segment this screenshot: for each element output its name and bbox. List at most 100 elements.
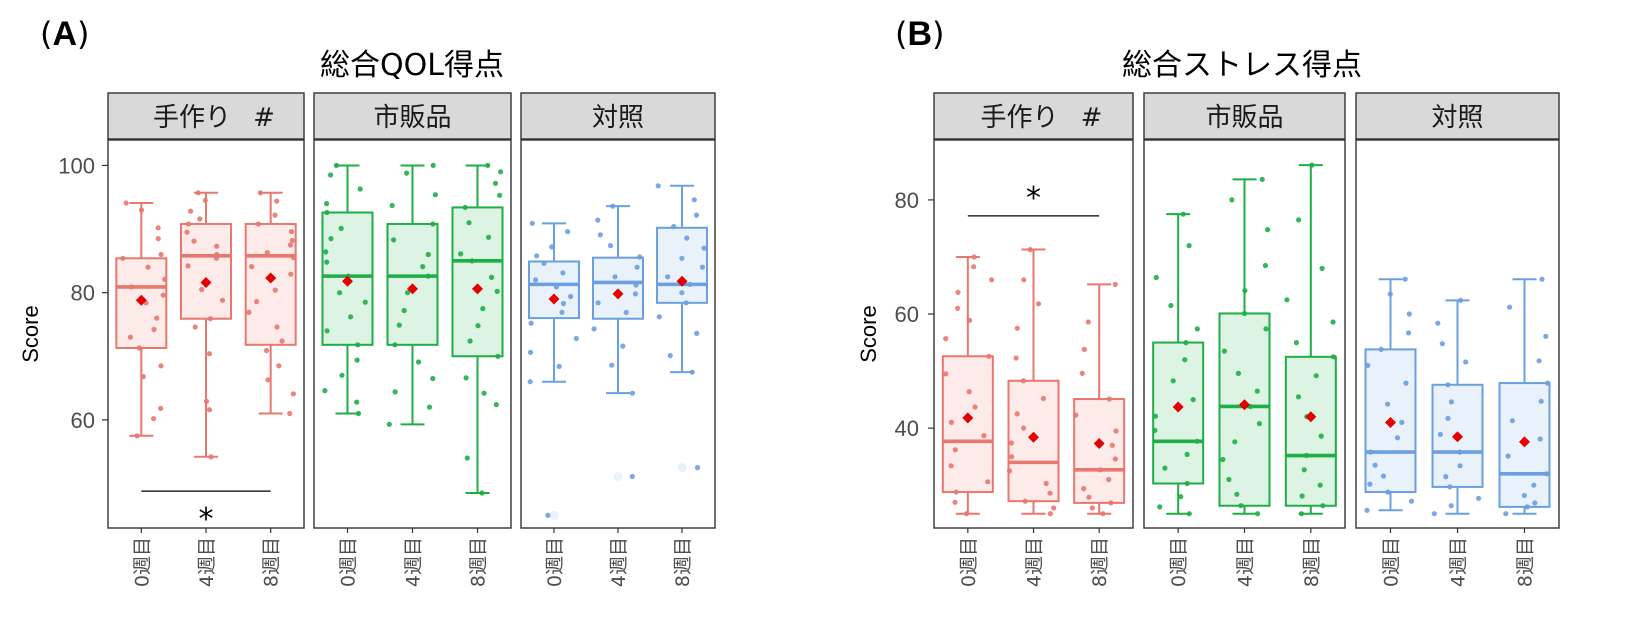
data-point bbox=[357, 186, 363, 192]
chart-title: 総合ストレス得点 bbox=[1122, 48, 1362, 83]
data-point bbox=[1368, 449, 1374, 455]
data-point bbox=[689, 369, 695, 375]
data-point bbox=[458, 251, 464, 257]
data-point bbox=[1521, 492, 1527, 499]
data-point bbox=[1170, 378, 1176, 384]
significance-star: * bbox=[1026, 181, 1041, 216]
box-outlier bbox=[613, 471, 623, 481]
data-point bbox=[1255, 511, 1261, 517]
facet-label: 市販品 bbox=[1205, 103, 1283, 133]
data-point bbox=[184, 229, 190, 235]
mean-marker bbox=[1305, 411, 1317, 423]
data-point bbox=[1406, 330, 1412, 336]
x-tick-label: 8週目 bbox=[672, 537, 694, 587]
data-point bbox=[529, 220, 535, 226]
data-point bbox=[432, 192, 438, 198]
data-point bbox=[254, 299, 260, 305]
facet-label: 手作り bbox=[980, 103, 1058, 133]
y-tick-label: 80 bbox=[895, 188, 919, 213]
data-point bbox=[952, 499, 958, 505]
data-point bbox=[1539, 276, 1545, 282]
box-1 bbox=[180, 191, 232, 458]
data-point bbox=[1259, 176, 1265, 182]
chart-b: (B) 総合ストレス得点 Score 40 60 80 手作り #0週目 4週目 8週目 * 市販品 0… bbox=[856, 15, 1560, 587]
data-point bbox=[288, 271, 294, 277]
data-point bbox=[151, 326, 157, 333]
data-point bbox=[1079, 370, 1085, 376]
data-point bbox=[1153, 274, 1159, 281]
x-tick-label: 4週目 bbox=[196, 537, 218, 587]
data-point bbox=[324, 209, 330, 216]
data-point bbox=[145, 264, 151, 270]
data-point bbox=[1106, 476, 1112, 483]
data-point bbox=[1402, 276, 1408, 282]
data-point bbox=[1256, 421, 1262, 427]
data-point bbox=[214, 251, 220, 258]
data-point bbox=[497, 192, 503, 198]
box-iqr bbox=[451, 206, 504, 358]
x-tick-label: 8週目 bbox=[261, 537, 283, 587]
data-point bbox=[612, 274, 618, 280]
data-point bbox=[1086, 494, 1092, 500]
data-point bbox=[1537, 436, 1543, 442]
box-2 bbox=[656, 184, 709, 473]
data-point bbox=[425, 273, 431, 279]
data-point bbox=[683, 300, 689, 306]
facet-0: 手作り #0週目 4週目 8週目 * bbox=[107, 92, 305, 587]
data-point bbox=[655, 183, 661, 189]
data-point bbox=[1157, 504, 1163, 510]
data-point bbox=[1303, 452, 1310, 459]
data-point bbox=[272, 212, 278, 218]
facet-mark: # bbox=[253, 103, 275, 133]
data-point bbox=[1097, 467, 1103, 473]
box-0 bbox=[115, 201, 168, 437]
data-point bbox=[1463, 359, 1469, 365]
data-point bbox=[1254, 388, 1260, 394]
y-tick-label: 60 bbox=[71, 408, 95, 433]
x-tick-label: 0週目 bbox=[1168, 537, 1190, 587]
data-point bbox=[533, 277, 539, 283]
data-point bbox=[553, 284, 560, 290]
data-point bbox=[1186, 243, 1192, 249]
panel-label-letter: B bbox=[907, 15, 932, 53]
data-point bbox=[333, 162, 339, 168]
data-point bbox=[265, 377, 271, 383]
data-point bbox=[560, 270, 566, 276]
data-point bbox=[1152, 427, 1158, 433]
data-point bbox=[466, 220, 472, 226]
facet-1: 市販品 0週目 4週目 8週目 bbox=[313, 92, 512, 587]
data-point bbox=[1313, 373, 1319, 379]
x-tick-label: 4週目 bbox=[1448, 537, 1470, 587]
facet-strip bbox=[520, 92, 716, 140]
data-point bbox=[985, 479, 991, 485]
data-point bbox=[274, 324, 280, 330]
data-point bbox=[338, 225, 344, 231]
mean-marker bbox=[265, 272, 277, 284]
data-point bbox=[1458, 297, 1464, 303]
data-point bbox=[1182, 357, 1188, 363]
data-point bbox=[425, 251, 431, 258]
data-point bbox=[290, 391, 296, 397]
data-point bbox=[185, 263, 191, 269]
data-point bbox=[430, 375, 436, 382]
data-point bbox=[1445, 382, 1451, 388]
data-point bbox=[1330, 354, 1337, 360]
data-point bbox=[1403, 380, 1409, 386]
data-point bbox=[1194, 326, 1200, 332]
data-point bbox=[545, 512, 551, 518]
data-point bbox=[1301, 467, 1307, 473]
data-point bbox=[348, 314, 354, 320]
data-point bbox=[1265, 227, 1271, 233]
mean-marker bbox=[407, 283, 418, 295]
mean-marker bbox=[200, 276, 212, 288]
data-point bbox=[362, 299, 368, 305]
data-point bbox=[1295, 394, 1302, 400]
data-point bbox=[138, 207, 145, 213]
data-point bbox=[140, 374, 146, 380]
data-point bbox=[1152, 413, 1159, 419]
data-point bbox=[322, 388, 328, 394]
data-point bbox=[528, 320, 534, 326]
data-point bbox=[989, 277, 995, 283]
data-point bbox=[1543, 471, 1550, 477]
